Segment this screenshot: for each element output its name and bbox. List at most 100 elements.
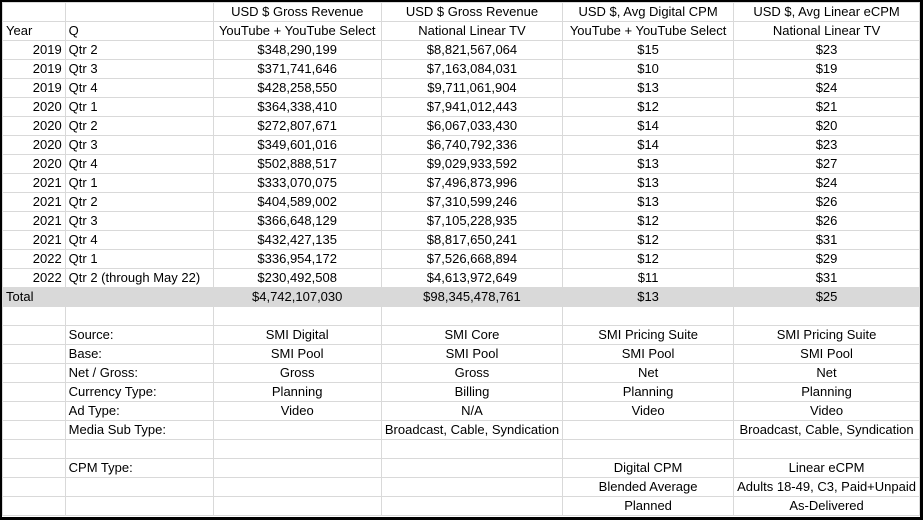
year-cell[interactable]: 2022 (2, 249, 66, 269)
header-cell[interactable]: National Linear TV (733, 21, 920, 41)
meta-value-cell[interactable] (380, 439, 564, 459)
empty-cell[interactable] (2, 458, 66, 478)
digital-cpm-cell[interactable]: $13 (562, 192, 735, 212)
linear-revenue-cell[interactable]: $7,941,012,443 (380, 97, 564, 117)
youtube-revenue-cell[interactable]: $348,290,199 (212, 40, 382, 60)
meta-value-cell[interactable]: Gross (212, 363, 382, 383)
digital-cpm-cell[interactable]: $10 (562, 59, 735, 79)
meta-label-cell[interactable]: Ad Type: (64, 401, 214, 421)
linear-ecpm-cell[interactable]: $26 (733, 211, 920, 231)
meta-label-cell[interactable]: CPM Type: (64, 458, 214, 478)
empty-cell[interactable] (2, 496, 66, 516)
linear-ecpm-cell[interactable]: $20 (733, 116, 920, 136)
linear-ecpm-cell[interactable]: $23 (733, 135, 920, 155)
linear-revenue-cell[interactable]: $4,613,972,649 (380, 268, 564, 288)
meta-value-cell[interactable]: SMI Pool (212, 344, 382, 364)
meta-value-cell[interactable] (733, 439, 920, 459)
meta-value-cell[interactable] (380, 477, 564, 497)
quarter-cell[interactable]: Qtr 2 (64, 116, 214, 136)
empty-cell[interactable] (64, 306, 214, 326)
year-cell[interactable]: 2021 (2, 173, 66, 193)
meta-value-cell[interactable] (380, 496, 564, 516)
header-cell[interactable]: USD $, Avg Digital CPM (562, 2, 735, 22)
youtube-revenue-cell[interactable]: $404,589,002 (212, 192, 382, 212)
meta-value-cell[interactable] (562, 420, 735, 440)
quarter-cell[interactable]: Qtr 3 (64, 135, 214, 155)
linear-revenue-cell[interactable]: $7,496,873,996 (380, 173, 564, 193)
digital-cpm-cell[interactable]: $11 (562, 268, 735, 288)
empty-cell[interactable] (212, 306, 382, 326)
empty-cell[interactable] (2, 325, 66, 345)
meta-value-cell[interactable]: Digital CPM (562, 458, 735, 478)
linear-revenue-cell[interactable]: $9,029,933,592 (380, 154, 564, 174)
year-cell[interactable]: 2019 (2, 40, 66, 60)
empty-cell[interactable] (733, 306, 920, 326)
linear-revenue-cell[interactable]: $6,740,792,336 (380, 135, 564, 155)
digital-cpm-cell[interactable]: $14 (562, 135, 735, 155)
youtube-revenue-cell[interactable]: $333,070,075 (212, 173, 382, 193)
empty-cell[interactable] (2, 382, 66, 402)
linear-revenue-cell[interactable]: $7,163,084,031 (380, 59, 564, 79)
linear-ecpm-cell[interactable]: $19 (733, 59, 920, 79)
header-cell[interactable]: USD $ Gross Revenue (380, 2, 564, 22)
year-cell[interactable]: 2020 (2, 154, 66, 174)
youtube-revenue-cell[interactable]: $272,807,671 (212, 116, 382, 136)
total-cell[interactable]: $13 (562, 287, 735, 307)
empty-cell[interactable] (2, 420, 66, 440)
linear-revenue-cell[interactable]: $7,105,228,935 (380, 211, 564, 231)
empty-cell[interactable] (2, 439, 66, 459)
digital-cpm-cell[interactable]: $14 (562, 116, 735, 136)
digital-cpm-cell[interactable]: $12 (562, 249, 735, 269)
quarter-cell[interactable]: Qtr 1 (64, 249, 214, 269)
empty-cell[interactable] (2, 363, 66, 383)
meta-value-cell[interactable]: As-Delivered (733, 496, 920, 516)
meta-value-cell[interactable]: N/A (380, 401, 564, 421)
header-cell[interactable]: USD $ Gross Revenue (212, 2, 382, 22)
empty-cell[interactable] (2, 477, 66, 497)
youtube-revenue-cell[interactable]: $364,338,410 (212, 97, 382, 117)
meta-label-cell[interactable]: Net / Gross: (64, 363, 214, 383)
linear-revenue-cell[interactable]: $6,067,033,430 (380, 116, 564, 136)
header-cell[interactable]: Q (64, 21, 214, 41)
meta-value-cell[interactable]: SMI Digital (212, 325, 382, 345)
meta-value-cell[interactable]: Broadcast, Cable, Syndication (380, 420, 564, 440)
linear-ecpm-cell[interactable]: $31 (733, 230, 920, 250)
digital-cpm-cell[interactable]: $13 (562, 78, 735, 98)
meta-value-cell[interactable]: SMI Core (380, 325, 564, 345)
youtube-revenue-cell[interactable]: $432,427,135 (212, 230, 382, 250)
year-cell[interactable]: 2020 (2, 97, 66, 117)
meta-label-cell[interactable]: Currency Type: (64, 382, 214, 402)
total-cell[interactable] (64, 287, 214, 307)
quarter-cell[interactable]: Qtr 2 (through May 22) (64, 268, 214, 288)
year-cell[interactable]: 2021 (2, 211, 66, 231)
youtube-revenue-cell[interactable]: $336,954,172 (212, 249, 382, 269)
linear-ecpm-cell[interactable]: $24 (733, 173, 920, 193)
quarter-cell[interactable]: Qtr 1 (64, 97, 214, 117)
meta-value-cell[interactable] (212, 458, 382, 478)
meta-value-cell[interactable]: Video (562, 401, 735, 421)
meta-value-cell[interactable] (212, 420, 382, 440)
meta-value-cell[interactable]: Adults 18-49, C3, Paid+Unpaid (733, 477, 920, 497)
meta-value-cell[interactable] (380, 458, 564, 478)
meta-value-cell[interactable]: Linear eCPM (733, 458, 920, 478)
empty-cell[interactable] (2, 306, 66, 326)
meta-label-cell[interactable]: Source: (64, 325, 214, 345)
meta-label-cell[interactable]: Media Sub Type: (64, 420, 214, 440)
empty-cell[interactable] (380, 306, 564, 326)
youtube-revenue-cell[interactable]: $230,492,508 (212, 268, 382, 288)
meta-value-cell[interactable]: Net (562, 363, 735, 383)
linear-ecpm-cell[interactable]: $29 (733, 249, 920, 269)
meta-value-cell[interactable]: SMI Pool (380, 344, 564, 364)
year-cell[interactable]: 2019 (2, 59, 66, 79)
digital-cpm-cell[interactable]: $12 (562, 230, 735, 250)
meta-value-cell[interactable]: Net (733, 363, 920, 383)
meta-value-cell[interactable]: Billing (380, 382, 564, 402)
total-cell[interactable]: $4,742,107,030 (212, 287, 382, 307)
header-cell[interactable]: USD $, Avg Linear eCPM (733, 2, 920, 22)
meta-value-cell[interactable]: Planning (733, 382, 920, 402)
header-cell[interactable] (64, 2, 214, 22)
linear-revenue-cell[interactable]: $8,821,567,064 (380, 40, 564, 60)
quarter-cell[interactable]: Qtr 2 (64, 192, 214, 212)
youtube-revenue-cell[interactable]: $428,258,550 (212, 78, 382, 98)
empty-cell[interactable] (562, 306, 735, 326)
